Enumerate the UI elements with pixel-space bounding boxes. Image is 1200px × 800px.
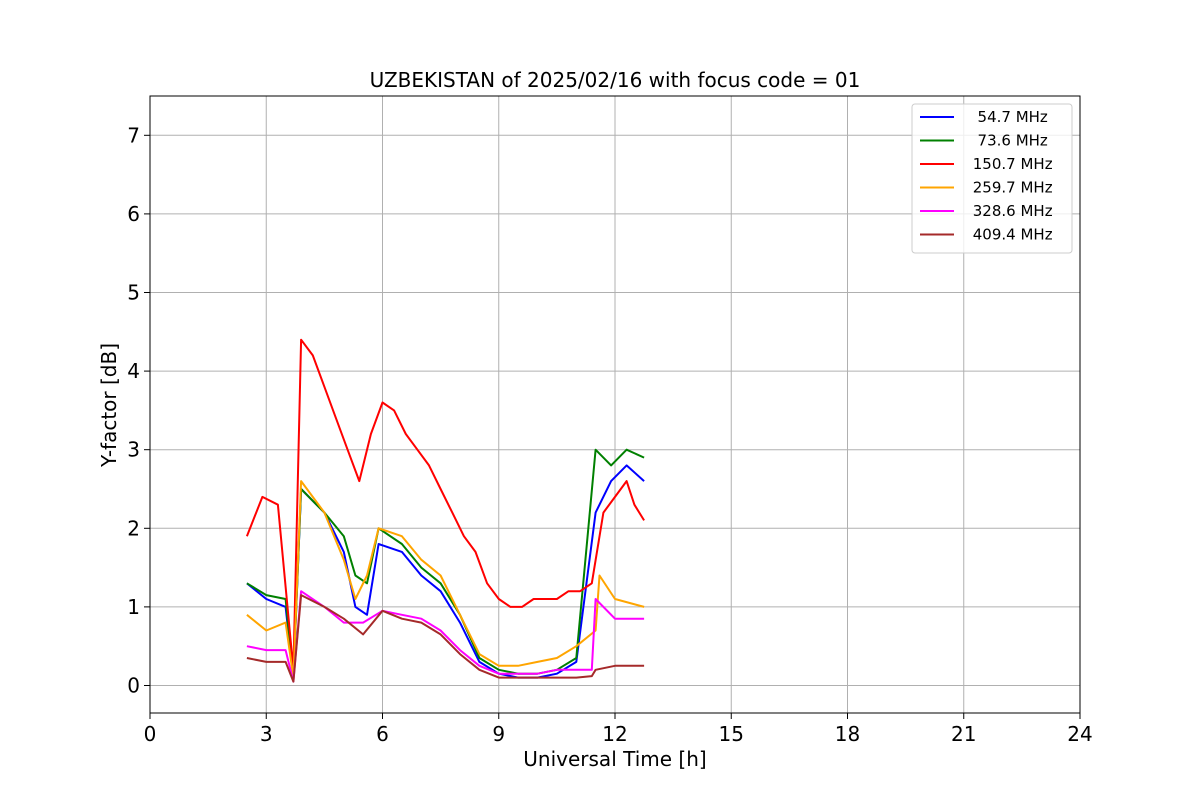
x-tick-label: 0 xyxy=(144,722,157,746)
legend: 54.7 MHz 73.6 MHz 150.7 MHz 259.7 MHz 32… xyxy=(911,103,1073,254)
legend-label: 259.7 MHz xyxy=(968,179,1053,197)
y-tick-label: 4 xyxy=(127,359,140,383)
x-axis-label: Universal Time [h] xyxy=(523,747,706,771)
x-tick-label: 18 xyxy=(835,722,860,746)
y-tick-label: 2 xyxy=(127,516,140,540)
x-tick-label: 3 xyxy=(260,722,273,746)
chart-title: UZBEKISTAN of 2025/02/16 with focus code… xyxy=(370,68,861,92)
x-tick-label: 24 xyxy=(1067,722,1092,746)
x-tick-label: 12 xyxy=(602,722,627,746)
x-tick-label: 6 xyxy=(376,722,389,746)
y-tick-label: 6 xyxy=(127,202,140,226)
y-tick-label: 5 xyxy=(127,280,140,304)
y-tick-label: 7 xyxy=(127,123,140,147)
legend-label: 73.6 MHz xyxy=(968,132,1048,150)
x-tick-label: 15 xyxy=(719,722,744,746)
legend-label: 328.6 MHz xyxy=(968,202,1053,220)
series-line-4 xyxy=(246,480,645,679)
series-line-3 xyxy=(245,338,645,671)
y-axis-label: Y-factor [dB] xyxy=(97,343,121,468)
x-tick-label: 9 xyxy=(492,722,505,746)
legend-label: 150.7 MHz xyxy=(968,155,1053,173)
legend-label: 409.4 MHz xyxy=(968,226,1053,244)
series-lines xyxy=(245,338,645,683)
y-tick-label: 0 xyxy=(127,673,140,697)
series-line-6 xyxy=(246,594,645,683)
legend-label: 54.7 MHz xyxy=(968,108,1048,126)
x-tick-label: 21 xyxy=(951,722,976,746)
y-tick-label: 3 xyxy=(127,438,140,462)
y-tick-label: 1 xyxy=(127,595,140,619)
